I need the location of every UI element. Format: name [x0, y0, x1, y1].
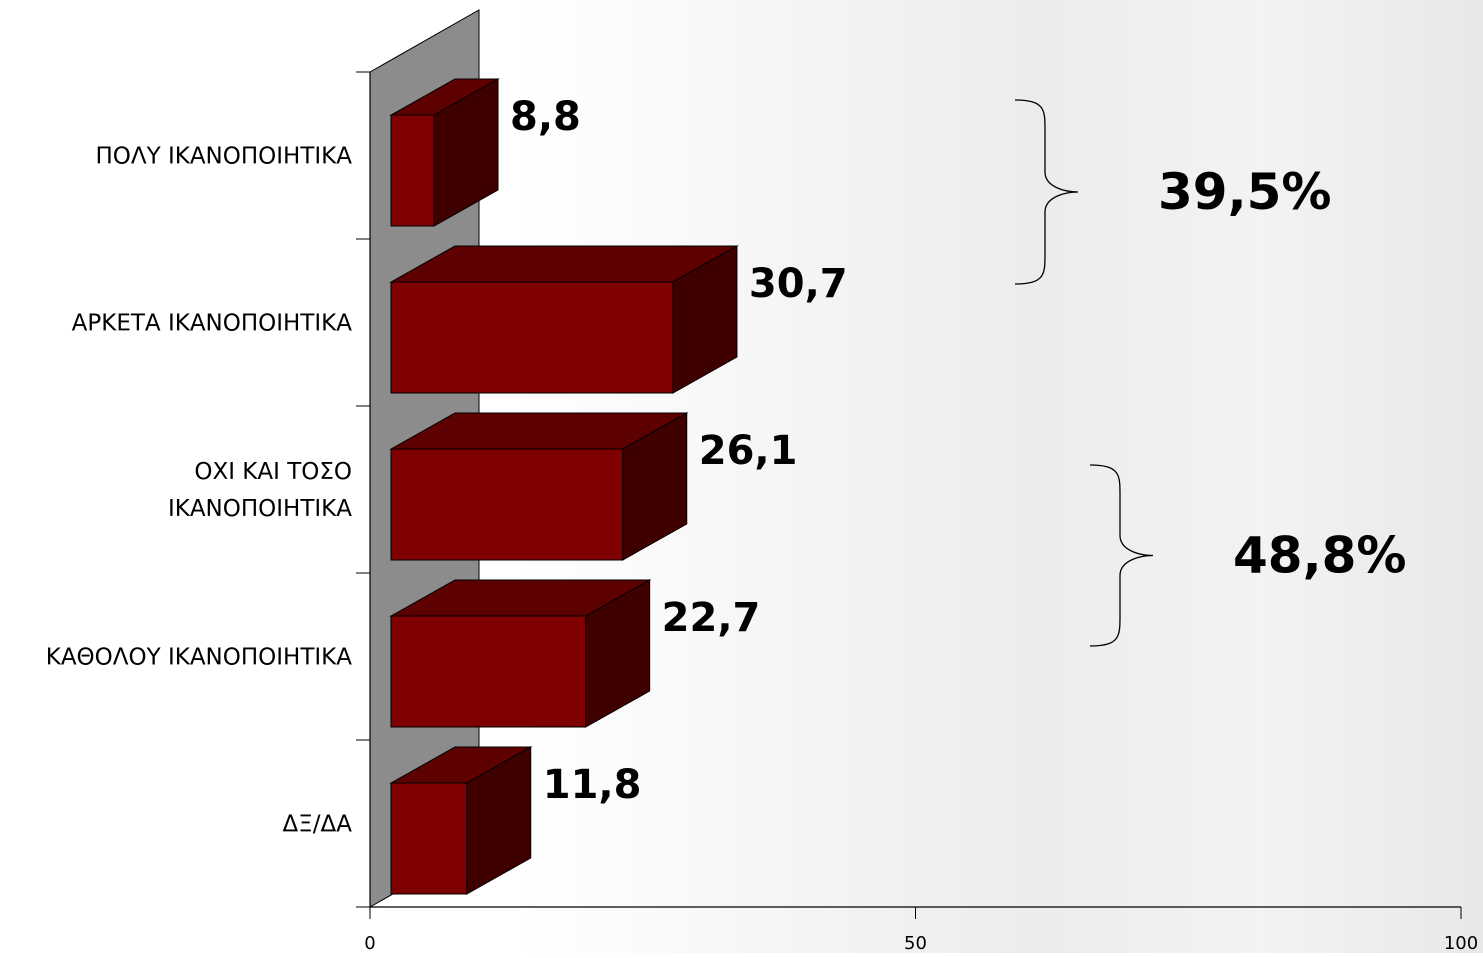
bar [390, 281, 674, 394]
bar-value-label: 22,7 [662, 595, 761, 641]
group-brace [1089, 464, 1154, 647]
category-label: ΙΚΑΝΟΠΟΙΗΤΙΚΑ [168, 496, 352, 522]
bar-value-label: 8,8 [510, 94, 581, 140]
category-label: ΔΞ/ΔΑ [283, 812, 353, 838]
bar-value-label: 30,7 [749, 261, 848, 307]
bar-value-label: 11,8 [543, 762, 642, 808]
category-label: ΟΧΙ ΚΑΙ ΤΟΣΟ [194, 459, 352, 485]
group-brace [1014, 99, 1079, 285]
bar [390, 448, 624, 561]
bar [390, 114, 435, 227]
x-tick-label: 100 [1444, 933, 1478, 953]
x-tick-label: 50 [904, 933, 927, 953]
bar [390, 615, 587, 728]
group-percentage-label: 39,5% [1158, 163, 1331, 221]
category-label: ΠΟΛΥ ΙΚΑΝΟΠΟΙΗΤΙΚΑ [95, 144, 352, 170]
group-percentage-label: 48,8% [1233, 527, 1406, 585]
bar-value-label: 26,1 [699, 428, 798, 474]
category-label: ΑΡΚΕΤΑ ΙΚΑΝΟΠΟΙΗΤΙΚΑ [72, 311, 353, 337]
category-label: ΚΑΘΟΛΟΥ ΙΚΑΝΟΠΟΙΗΤΙΚΑ [46, 645, 353, 671]
x-tick-label: 0 [364, 933, 375, 953]
bar [390, 782, 468, 895]
